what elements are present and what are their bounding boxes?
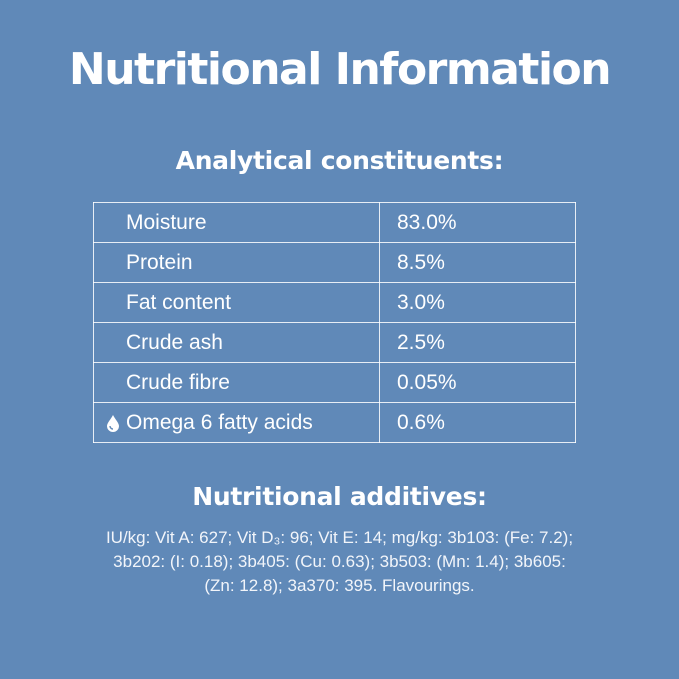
nutrient-name: Protein: [126, 250, 193, 274]
table-row: Crude fibre 0.05%: [93, 362, 576, 403]
nutrient-cell: Protein: [93, 242, 380, 283]
nutrient-cell: Crude ash: [93, 322, 380, 363]
constituents-table: Moisture 83.0% Protein 8.5% Fat content 3.0% C…: [93, 202, 576, 443]
value-cell: 2.5%: [379, 322, 576, 363]
section-heading: Nutritional additives:: [192, 482, 487, 511]
nutrient-value: 2.5%: [397, 330, 445, 354]
nutrient-name: Fat content: [126, 290, 232, 314]
table-row: Moisture 83.0%: [93, 202, 576, 243]
title: Nutritional Information: [68, 44, 612, 95]
table-row: Protein 8.5%: [93, 242, 576, 283]
additives-line: (Zn: 12.8); 3a370: 395. Flavourings.: [204, 576, 475, 595]
nutrient-cell: Crude fibre: [93, 362, 380, 403]
section-heading: Analytical constituents:: [175, 146, 504, 175]
value-cell: 8.5%: [379, 242, 576, 283]
nutrient-value: 3.0%: [397, 290, 445, 314]
nutrient-value: 0.05%: [397, 370, 457, 394]
nutrient-name: Moisture: [126, 210, 207, 234]
nutrient-name: Crude fibre: [126, 370, 230, 394]
table-row: Omega 6 fatty acids 0.6%: [93, 402, 576, 443]
additives-line: 3b202: (I: 0.18); 3b405: (Cu: 0.63); 3b5…: [113, 552, 566, 571]
drop-icon: [107, 415, 119, 432]
nutrient-name: Crude ash: [126, 330, 223, 354]
table-row: Fat content 3.0%: [93, 282, 576, 323]
value-cell: 0.6%: [379, 402, 576, 443]
nutrient-value: 0.6%: [397, 410, 445, 434]
value-cell: 83.0%: [379, 202, 576, 243]
value-cell: 3.0%: [379, 282, 576, 323]
additives-text: IU/kg: Vit A: 627; Vit D₃: 96; Vit E: 14…: [0, 526, 679, 598]
additives-line: IU/kg: Vit A: 627; Vit D₃: 96; Vit E: 14…: [105, 528, 574, 547]
nutrient-cell: Moisture: [93, 202, 380, 243]
nutrient-cell: Fat content: [93, 282, 380, 323]
value-cell: 0.05%: [379, 362, 576, 403]
nutrient-cell: Omega 6 fatty acids: [93, 402, 380, 443]
nutrient-value: 83.0%: [397, 210, 457, 234]
table-row: Crude ash 2.5%: [93, 322, 576, 363]
nutrient-value: 8.5%: [397, 250, 445, 274]
nutrient-name: Omega 6 fatty acids: [126, 410, 313, 434]
